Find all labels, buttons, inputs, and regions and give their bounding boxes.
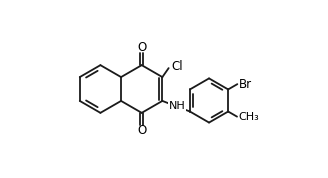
Text: Cl: Cl bbox=[172, 60, 183, 73]
Text: NH: NH bbox=[169, 101, 185, 111]
Text: O: O bbox=[137, 124, 146, 137]
Text: CH₃: CH₃ bbox=[238, 112, 259, 122]
Text: Br: Br bbox=[239, 78, 252, 91]
Text: O: O bbox=[137, 41, 146, 54]
